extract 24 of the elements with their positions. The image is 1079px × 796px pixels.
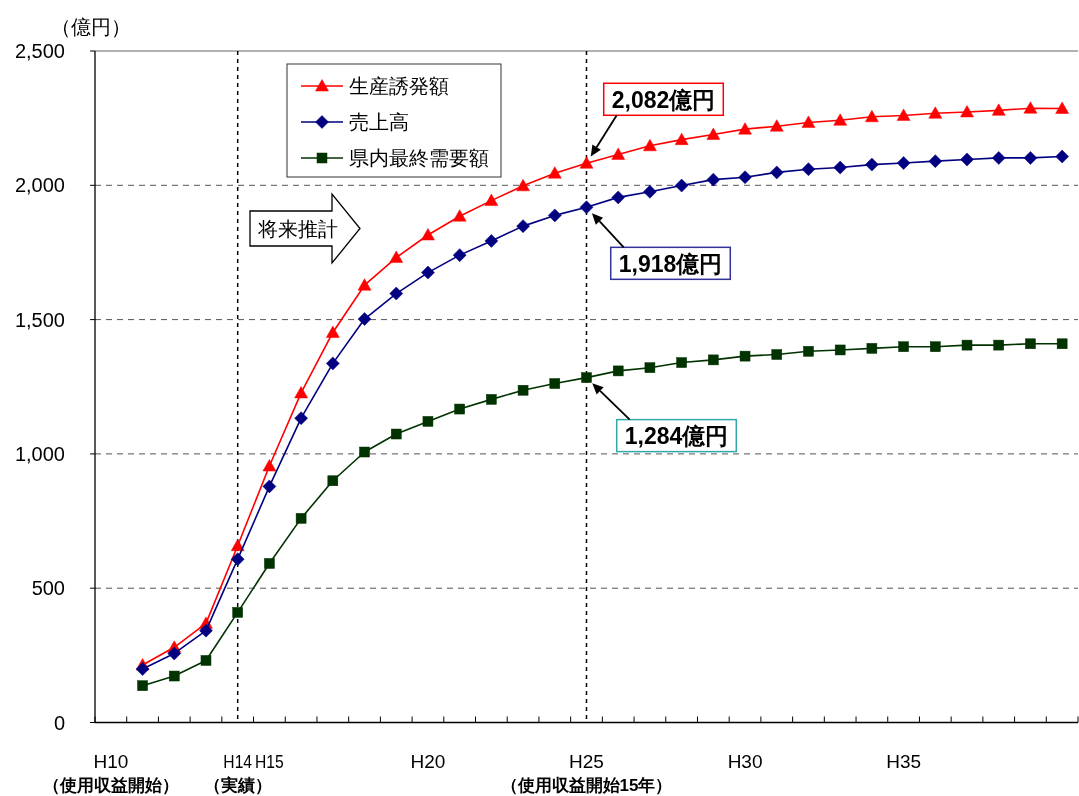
x-tick-label: H20 [410,750,446,772]
annotation: 1,284億円 [624,423,729,450]
x-tick-label: H30 [727,750,763,772]
y-tick-label: 500 [31,577,65,600]
y-tick-label: 2,000 [14,174,65,197]
y-tick-label: 1,500 [14,308,65,331]
annotation: 将来推計 [257,218,338,240]
annotation: 1,918億円 [618,250,723,277]
legend-label: 売上高 [349,111,409,133]
x-tick-label: H25 [569,750,604,772]
x-tick-label: H35 [886,750,922,772]
y-tick-label: 1,000 [14,442,65,465]
y-tick-label: 2,500 [14,40,65,62]
x-tick-label: H15 [255,750,284,772]
x-tick-label: H10 [93,750,129,772]
y-tick-label: 0 [53,711,65,734]
text: （使用収益開始） [42,775,179,795]
x-tick-label: H14 [223,750,253,772]
legend-label: 県内最終需要額 [349,147,489,169]
y-axis-title: （億円） [51,16,131,38]
text: （実績） [203,775,272,795]
annotation: 2,082億円 [611,86,716,113]
text: （使用収益開始15年） [500,775,673,795]
legend-label: 生産誘発額 [349,75,449,97]
